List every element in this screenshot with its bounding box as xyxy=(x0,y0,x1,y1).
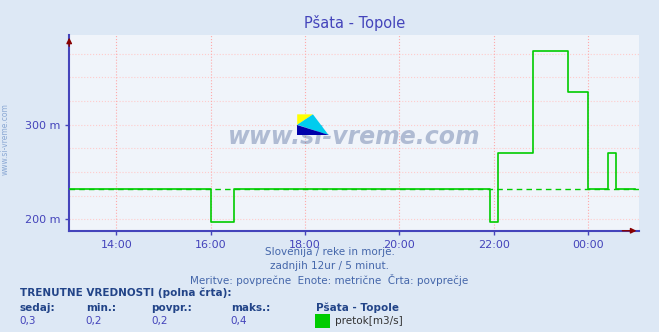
Polygon shape xyxy=(297,125,329,135)
Text: povpr.:: povpr.: xyxy=(152,303,192,313)
Text: zadnjih 12ur / 5 minut.: zadnjih 12ur / 5 minut. xyxy=(270,261,389,271)
Text: Slovenija / reke in morje.: Slovenija / reke in morje. xyxy=(264,247,395,257)
Text: 0,3: 0,3 xyxy=(20,316,36,326)
Polygon shape xyxy=(297,114,329,135)
Text: maks.:: maks.: xyxy=(231,303,270,313)
Text: sedaj:: sedaj: xyxy=(20,303,55,313)
Title: Pšata - Topole: Pšata - Topole xyxy=(304,15,405,31)
Text: Pšata - Topole: Pšata - Topole xyxy=(316,303,399,313)
Text: min.:: min.: xyxy=(86,303,116,313)
Text: Meritve: povprečne  Enote: metrične  Črta: povprečje: Meritve: povprečne Enote: metrične Črta:… xyxy=(190,274,469,286)
Text: TRENUTNE VREDNOSTI (polna črta):: TRENUTNE VREDNOSTI (polna črta): xyxy=(20,287,231,298)
Text: 0,4: 0,4 xyxy=(231,316,247,326)
Text: 0,2: 0,2 xyxy=(86,316,102,326)
Polygon shape xyxy=(297,114,313,125)
Text: 0,2: 0,2 xyxy=(152,316,168,326)
Text: pretok[m3/s]: pretok[m3/s] xyxy=(335,316,403,326)
Text: www.si-vreme.com: www.si-vreme.com xyxy=(228,125,480,149)
Text: www.si-vreme.com: www.si-vreme.com xyxy=(1,104,10,175)
